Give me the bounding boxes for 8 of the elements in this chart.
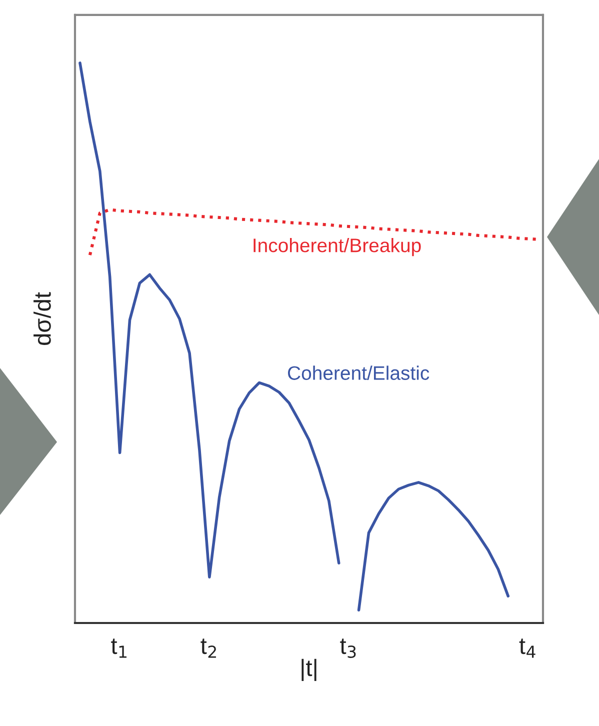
y-axis-title: dσ/dt [34, 292, 51, 345]
x-axis-title: |t| [302, 658, 316, 681]
series-label: Incoherent/Breakup [254, 238, 421, 256]
x-tick-label: t$_{1}$ [111, 638, 126, 658]
x-tick-label: t$_{2}$ [200, 638, 216, 658]
x-tick-label: t$_{4}$ [519, 638, 536, 658]
x-tick-label: t$_{3}$ [340, 638, 356, 658]
series-label: Coherent/Elastic [288, 366, 430, 380]
